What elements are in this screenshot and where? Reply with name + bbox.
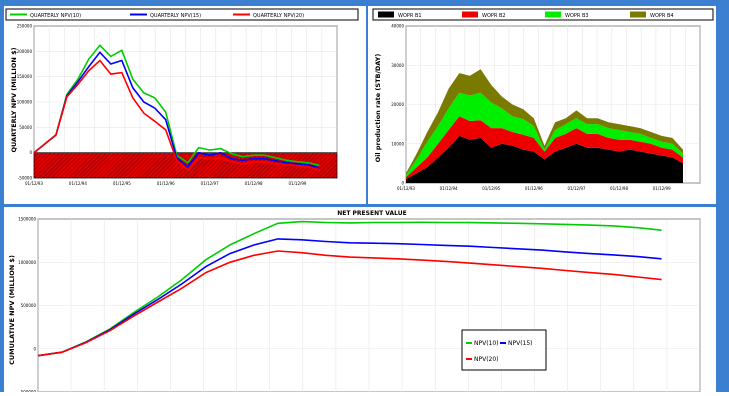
cumulative-ylabel: CUMULATIVE NPV (MILLION $)	[8, 255, 16, 365]
oil-ytick-label: 0	[401, 181, 404, 186]
legend-label-b4: WOPR B4	[650, 13, 674, 19]
legend-label-npv10: QUARTERLY NPV(10)	[30, 13, 81, 19]
line-npv-20-	[37, 250, 662, 357]
line-quarterly-npv-20-	[33, 59, 320, 172]
oil-xtick-label: 01/12/94	[440, 186, 458, 191]
quarterly-ytick-label: 100000	[17, 100, 33, 105]
area-wopr-b2	[406, 116, 683, 180]
oil-xtick-label: 01/12/97	[567, 186, 585, 191]
legend-oil: WOPR B1 WOPR B2 WOPR B3 WOPR B4	[378, 11, 674, 19]
oil-ytick-label: 40000	[391, 24, 404, 29]
legend-label-npv15: QUARTERLY NPV(15)	[150, 13, 201, 19]
oil-xtick-label: 01/12/95	[482, 186, 500, 191]
oil-ytick-label: 20000	[391, 102, 404, 107]
oil-xtick-label: 01/12/93	[397, 186, 415, 191]
quarterly-ytick-label: -50000	[18, 176, 33, 181]
line-quarterly-npv-15-	[33, 51, 320, 169]
oil-xtick-label: 01/12/99	[653, 186, 671, 191]
quarterly-marks	[33, 44, 320, 172]
legend-swatch-b2	[462, 11, 478, 18]
quarterly-xtick-label: 01/12/95	[113, 181, 131, 186]
oil-ylabel: Oil production rate (STB/DAY)	[374, 54, 382, 163]
quarterly-xtick-label: 01/12/98	[245, 181, 263, 186]
cumulative-ytick-label: 1500000	[18, 217, 36, 222]
cumulative-ytick-label: 500000	[21, 303, 37, 308]
quarterly-ytick-label: 0	[29, 150, 32, 155]
legend-swatch-b4	[630, 11, 646, 18]
oil-ytick-label: 30000	[391, 63, 404, 68]
quarterly-grid: 250000200000150000100000500000-5000001/1…	[17, 24, 338, 186]
area-wopr-b1	[406, 135, 683, 183]
legend-box-cumulative	[461, 329, 547, 371]
legend-box-quarterly	[5, 8, 359, 21]
legend-label-npv20: QUARTERLY NPV(20)	[253, 13, 304, 19]
oil-xtick-label: 01/12/96	[525, 186, 543, 191]
oil-xtick-label: 01/12/98	[610, 186, 628, 191]
quarterly-xtick-label: 01/12/97	[201, 181, 219, 186]
legend-label-b3: WOPR B3	[565, 13, 589, 19]
legend-quarterly: QUARTERLY NPV(10) QUARTERLY NPV(15) QUAR…	[10, 13, 304, 19]
line-npv-15-	[37, 238, 662, 357]
quarterly-ytick-label: 150000	[17, 74, 33, 79]
legend-label-cum20: NPV(20)	[474, 356, 499, 363]
line-quarterly-npv-10-	[33, 44, 320, 167]
quarterly-ytick-label: 250000	[17, 24, 33, 29]
cumulative-ytick-label: 1000000	[18, 260, 36, 265]
legend-label-b1: WOPR B1	[398, 13, 422, 19]
cumulative-title: NET PRESENT VALUE	[337, 210, 407, 217]
legend-label-cum10: NPV(10)	[474, 340, 499, 347]
area-wopr-b3	[406, 92, 683, 178]
legend-swatch-b1	[378, 11, 394, 18]
legend-swatch-b3	[545, 11, 561, 18]
quarterly-ylabel: QUARTERLY NPV (MILLION $)	[10, 47, 18, 152]
quarterly-ytick-label: 200000	[17, 49, 33, 54]
quarterly-xtick-label: 01/12/94	[69, 181, 87, 186]
cumulative-marks	[37, 220, 662, 357]
quarterly-xtick-label: 01/12/96	[157, 181, 175, 186]
quarterly-xtick-label: 01/12/93	[25, 181, 43, 186]
oil-ytick-label: 10000	[391, 141, 404, 146]
quarterly-ytick-label: 50000	[19, 125, 32, 130]
line-npv-10-	[37, 220, 662, 357]
quarterly-xtick-label: 01/12/99	[288, 181, 306, 186]
oil-marks	[406, 69, 683, 183]
legend-label-b2: WOPR B2	[482, 13, 506, 19]
legend-cumulative: NPV(10) NPV(15) NPV(20)	[461, 329, 547, 371]
cumulative-ytick-label: 0	[33, 346, 36, 351]
legend-label-cum15: NPV(15)	[508, 340, 533, 347]
legend-box-oil	[372, 8, 714, 21]
